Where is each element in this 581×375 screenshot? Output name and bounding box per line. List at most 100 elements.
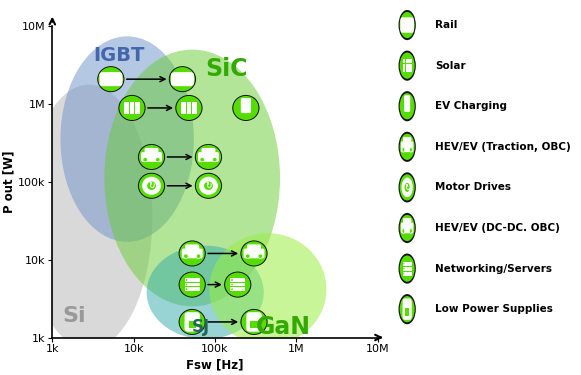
Wedge shape	[119, 75, 123, 83]
FancyBboxPatch shape	[409, 59, 412, 63]
Circle shape	[180, 310, 205, 334]
Circle shape	[234, 96, 259, 120]
FancyBboxPatch shape	[185, 283, 200, 286]
FancyBboxPatch shape	[185, 287, 200, 291]
FancyBboxPatch shape	[406, 64, 408, 68]
Circle shape	[170, 67, 195, 91]
Circle shape	[400, 174, 415, 201]
FancyBboxPatch shape	[404, 95, 410, 112]
FancyBboxPatch shape	[130, 110, 134, 114]
Circle shape	[231, 284, 233, 285]
Circle shape	[400, 93, 415, 119]
FancyBboxPatch shape	[181, 102, 186, 106]
FancyBboxPatch shape	[403, 137, 411, 146]
Circle shape	[199, 177, 218, 195]
Circle shape	[241, 309, 268, 335]
Circle shape	[242, 310, 267, 334]
FancyBboxPatch shape	[230, 287, 245, 291]
Circle shape	[402, 228, 405, 233]
Circle shape	[401, 178, 413, 197]
Text: HEV/EV (Traction, OBC): HEV/EV (Traction, OBC)	[435, 142, 571, 152]
Text: ↻: ↻	[205, 181, 211, 190]
FancyBboxPatch shape	[401, 223, 414, 233]
Circle shape	[245, 254, 250, 258]
Text: IGBT: IGBT	[93, 46, 144, 65]
Text: Si: Si	[62, 306, 85, 326]
FancyBboxPatch shape	[124, 102, 129, 106]
FancyArrowPatch shape	[208, 251, 236, 256]
Y-axis label: P out [W]: P out [W]	[2, 151, 15, 213]
Circle shape	[399, 254, 416, 284]
X-axis label: Fsw [Hz]: Fsw [Hz]	[187, 358, 243, 372]
Circle shape	[403, 273, 404, 274]
FancyBboxPatch shape	[405, 308, 410, 316]
FancyBboxPatch shape	[189, 321, 196, 328]
Circle shape	[184, 254, 188, 258]
Circle shape	[196, 145, 221, 169]
Circle shape	[156, 158, 160, 162]
FancyBboxPatch shape	[409, 68, 412, 72]
Circle shape	[399, 132, 416, 162]
Text: HEV/EV (DC-DC. OBC): HEV/EV (DC-DC. OBC)	[435, 223, 560, 233]
Circle shape	[400, 296, 415, 322]
FancyBboxPatch shape	[403, 68, 406, 72]
FancyBboxPatch shape	[252, 314, 256, 316]
Circle shape	[399, 51, 416, 81]
Circle shape	[139, 145, 164, 169]
Circle shape	[178, 240, 206, 267]
Ellipse shape	[60, 36, 194, 242]
Circle shape	[225, 273, 250, 297]
FancyBboxPatch shape	[250, 321, 257, 328]
Ellipse shape	[209, 233, 327, 345]
Ellipse shape	[26, 85, 152, 349]
Circle shape	[138, 144, 165, 170]
FancyBboxPatch shape	[202, 148, 216, 156]
FancyBboxPatch shape	[192, 110, 196, 114]
FancyBboxPatch shape	[187, 102, 191, 106]
Circle shape	[403, 262, 404, 264]
Circle shape	[195, 144, 222, 170]
Circle shape	[169, 66, 196, 92]
Text: EV Charging: EV Charging	[435, 101, 507, 111]
Text: Solar: Solar	[435, 61, 465, 70]
FancyBboxPatch shape	[185, 278, 200, 282]
Circle shape	[231, 288, 233, 290]
Circle shape	[177, 96, 202, 120]
Circle shape	[399, 213, 416, 243]
FancyBboxPatch shape	[241, 98, 251, 113]
Circle shape	[119, 95, 146, 121]
FancyBboxPatch shape	[403, 272, 412, 276]
Text: SiC: SiC	[205, 57, 248, 81]
Wedge shape	[190, 75, 194, 83]
FancyBboxPatch shape	[230, 283, 245, 286]
Circle shape	[143, 158, 148, 162]
Circle shape	[399, 91, 416, 121]
Circle shape	[258, 254, 263, 258]
Text: Rail: Rail	[435, 20, 457, 30]
FancyBboxPatch shape	[124, 106, 129, 110]
Circle shape	[400, 134, 415, 160]
FancyBboxPatch shape	[403, 59, 406, 63]
Circle shape	[180, 273, 205, 297]
Circle shape	[200, 158, 205, 162]
FancyBboxPatch shape	[409, 64, 412, 68]
FancyBboxPatch shape	[124, 110, 129, 114]
Circle shape	[410, 228, 413, 233]
FancyBboxPatch shape	[246, 312, 261, 332]
FancyBboxPatch shape	[192, 106, 196, 110]
FancyBboxPatch shape	[406, 300, 408, 302]
FancyBboxPatch shape	[130, 102, 134, 106]
Wedge shape	[412, 21, 414, 29]
FancyArrowPatch shape	[208, 320, 236, 324]
FancyBboxPatch shape	[242, 98, 250, 105]
Circle shape	[224, 272, 252, 298]
FancyBboxPatch shape	[187, 106, 191, 110]
FancyBboxPatch shape	[99, 72, 123, 86]
FancyBboxPatch shape	[182, 249, 203, 258]
FancyBboxPatch shape	[198, 152, 219, 162]
Text: Networking/Servers: Networking/Servers	[435, 264, 552, 274]
Circle shape	[196, 174, 221, 198]
Circle shape	[400, 255, 415, 282]
FancyBboxPatch shape	[181, 106, 186, 110]
Ellipse shape	[146, 246, 264, 339]
